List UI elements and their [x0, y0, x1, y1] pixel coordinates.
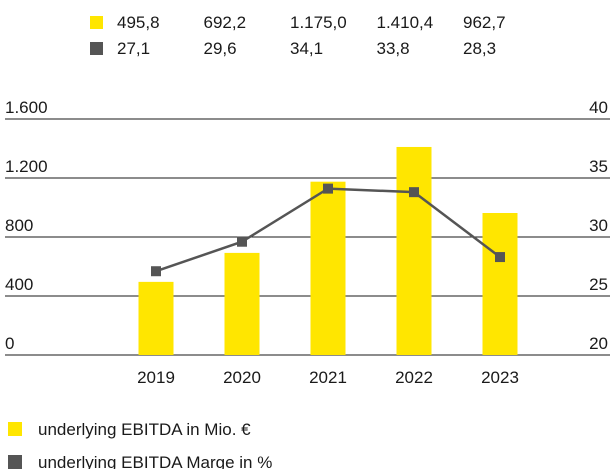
value-label: 29,6	[204, 39, 237, 58]
y2-tick-label: 20	[589, 334, 608, 353]
marker	[151, 266, 161, 277]
legend-swatch	[8, 455, 22, 469]
x-tick-label: 2019	[137, 368, 175, 387]
x-tick-label: 2023	[481, 368, 519, 387]
marker	[237, 236, 247, 247]
value-label: 33,8	[377, 39, 410, 58]
value-label: 1.410,4	[377, 13, 434, 32]
x-tick-label: 2020	[223, 368, 261, 387]
value-label: 692,2	[204, 13, 247, 32]
marker	[323, 183, 333, 194]
bar	[482, 213, 518, 355]
y-tick-label: 0	[5, 334, 14, 353]
value-label: 495,8	[117, 13, 160, 32]
value-label: 962,7	[463, 13, 506, 32]
marker	[409, 187, 419, 198]
value-label: 27,1	[117, 39, 150, 58]
y-tick-label: 800	[5, 216, 33, 235]
legend-label: underlying EBITDA in Mio. €	[38, 420, 251, 439]
value-label: 1.175,0	[290, 13, 347, 32]
x-tick-label: 2022	[395, 368, 433, 387]
y2-tick-label: 30	[589, 216, 608, 235]
value-label: 28,3	[463, 39, 496, 58]
y2-tick-label: 25	[589, 275, 608, 294]
table-swatch	[90, 42, 103, 55]
bar	[396, 146, 432, 355]
legend-swatch	[8, 422, 22, 436]
bar	[138, 281, 174, 355]
y2-tick-label: 40	[589, 98, 608, 117]
y-tick-label: 1.600	[5, 98, 48, 117]
value-label: 34,1	[290, 39, 323, 58]
y-tick-label: 1.200	[5, 157, 48, 176]
bar	[224, 252, 260, 355]
legend-label: underlying EBITDA Marge in %	[38, 453, 272, 469]
x-tick-label: 2021	[309, 368, 347, 387]
marker	[495, 252, 505, 263]
table-swatch	[90, 16, 103, 29]
y2-tick-label: 35	[589, 157, 608, 176]
y-tick-label: 400	[5, 275, 33, 294]
bar	[310, 181, 346, 355]
